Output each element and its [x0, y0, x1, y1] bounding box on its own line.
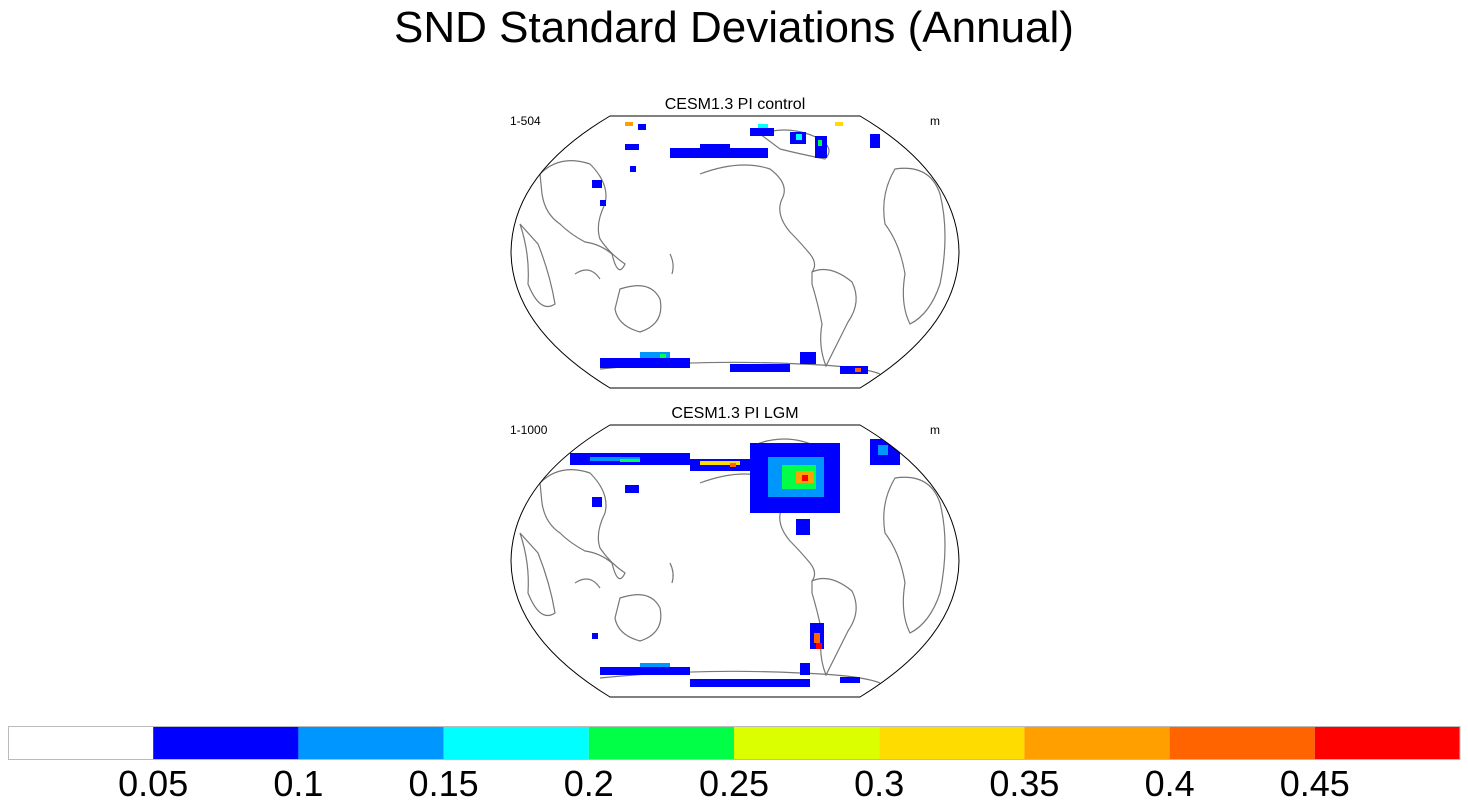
panel-left-label: 1-1000 [510, 423, 548, 437]
colorbar-swatch [588, 726, 734, 760]
snow-patches [570, 439, 900, 687]
map-panel-pi-lgm: CESM1.3 PI LGM 1-1000 m [500, 405, 970, 698]
colorbar-tick-label: 0.1 [273, 763, 324, 804]
map-border [510, 424, 960, 698]
colorbar-swatch [443, 726, 589, 760]
colorbar-tick-label: 0.15 [408, 763, 479, 804]
panel-title: CESM1.3 PI control [664, 96, 806, 113]
world-map [510, 424, 960, 698]
colorbar-tick-label: 0.45 [1279, 763, 1350, 804]
colorbar-tick-label: 0.35 [989, 763, 1060, 804]
panel-units-label: m [930, 114, 940, 128]
colorbar-swatch [8, 726, 154, 760]
panel-units-label: m [930, 423, 940, 437]
coastlines [519, 438, 946, 684]
panel-title: CESM1.3 PI LGM [671, 405, 799, 422]
colorbar-tick-label: 0.25 [698, 763, 770, 804]
colorbar-swatch [298, 726, 444, 760]
colorbar [8, 726, 1461, 760]
colorbar-border [8, 726, 1461, 760]
coastlines [519, 129, 946, 375]
panel-left-label: 1-504 [510, 114, 541, 128]
snow-patches [592, 122, 880, 374]
colorbar-swatch [153, 726, 299, 760]
colorbar-tick-label: 0.4 [1144, 763, 1195, 804]
colorbar-swatch [734, 726, 880, 760]
colorbar-swatch [1169, 726, 1315, 760]
colorbar-swatch [1314, 726, 1460, 760]
main-title: SND Standard Deviations (Annual) [394, 3, 1074, 52]
colorbar-tick-label: 0.05 [118, 763, 189, 804]
map-panel-pi-control: CESM1.3 PI control 1-504 m [500, 96, 970, 389]
colorbar-swatch [1024, 726, 1170, 760]
colorbar-swatch [879, 726, 1025, 760]
colorbar-tick-label: 0.2 [563, 763, 614, 804]
colorbar-tick-label: 0.3 [854, 763, 905, 804]
map-border [510, 115, 960, 389]
world-map [510, 115, 960, 389]
